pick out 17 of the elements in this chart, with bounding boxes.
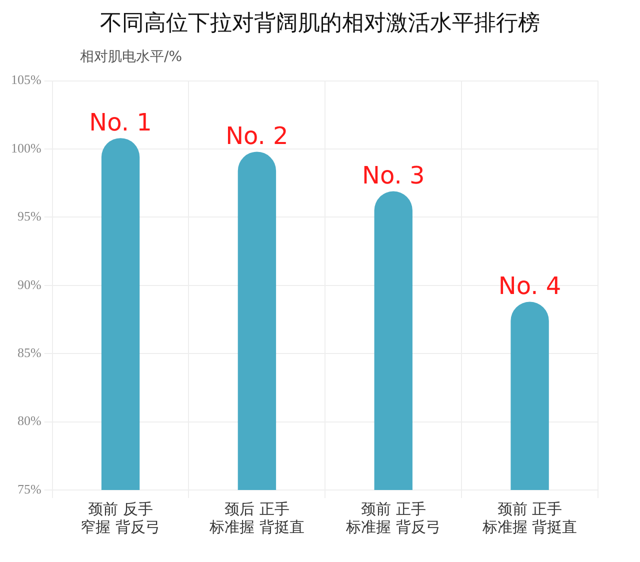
x-tick-label: 颈前 正手标准握 背挺直 [481, 500, 578, 536]
y-tick-label: 100% [10, 140, 42, 156]
x-tick-label: 颈前 反手窄握 背反弓 [80, 500, 160, 536]
annotation: No. 2 [226, 122, 288, 150]
annotation: No. 3 [362, 162, 425, 190]
y-tick-label: 90% [17, 276, 42, 292]
x-tick-label: 颈前 正手标准握 背反弓 [344, 500, 441, 536]
y-tick-label: 75% [17, 481, 42, 496]
chart-title: 不同高位下拉对背阔肌的相对激活水平排行榜 [99, 10, 541, 38]
x-tick-label: 颈后 正手标准握 背挺直 [208, 500, 304, 536]
y-axis-title: 相对肌电水平/% [80, 48, 184, 67]
y-tick-label: 95% [17, 208, 42, 224]
y-tick-label: 105% [10, 72, 42, 88]
y-tick-label: 80% [17, 413, 42, 428]
y-tick-label: 85% [17, 345, 42, 360]
annotation: No. 4 [498, 272, 562, 300]
annotation: No. 1 [89, 108, 152, 136]
